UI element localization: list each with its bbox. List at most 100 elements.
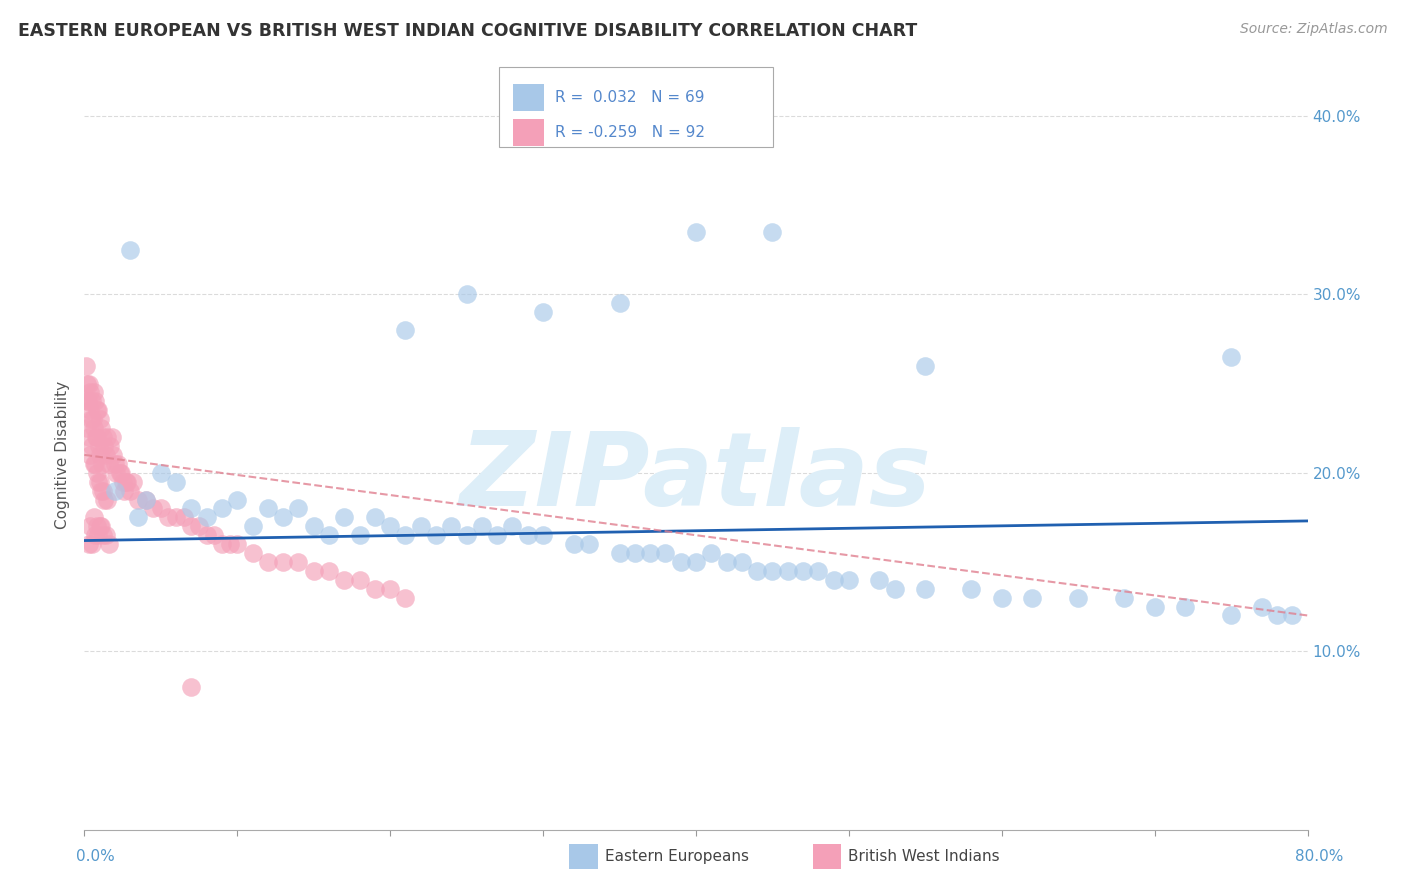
Point bbox=[211, 501, 233, 516]
Point bbox=[142, 501, 165, 516]
Point bbox=[77, 430, 100, 444]
Point bbox=[747, 564, 769, 578]
Point bbox=[84, 394, 107, 409]
Point bbox=[218, 537, 240, 551]
Point bbox=[1021, 591, 1043, 605]
Point bbox=[776, 564, 799, 578]
Point bbox=[135, 492, 157, 507]
Point bbox=[211, 537, 233, 551]
Point bbox=[761, 564, 783, 578]
Point bbox=[83, 385, 105, 400]
Point bbox=[77, 376, 100, 391]
Point bbox=[80, 439, 103, 453]
Point bbox=[624, 546, 647, 560]
Point bbox=[105, 466, 128, 480]
Point bbox=[195, 510, 218, 524]
Point bbox=[165, 475, 187, 489]
Point bbox=[104, 457, 127, 471]
Point bbox=[120, 243, 142, 257]
Point bbox=[165, 510, 187, 524]
Point bbox=[242, 546, 264, 560]
Point bbox=[914, 359, 936, 373]
Text: Eastern Europeans: Eastern Europeans bbox=[605, 849, 748, 863]
Point bbox=[87, 403, 110, 417]
Point bbox=[82, 412, 104, 426]
Point bbox=[761, 225, 783, 239]
Point bbox=[84, 430, 107, 444]
Point bbox=[271, 555, 294, 569]
Text: British West Indians: British West Indians bbox=[848, 849, 1000, 863]
Point bbox=[425, 528, 447, 542]
Point bbox=[77, 394, 100, 409]
Point bbox=[94, 528, 117, 542]
Point bbox=[1265, 608, 1288, 623]
Point bbox=[86, 403, 108, 417]
Point bbox=[173, 510, 195, 524]
Point bbox=[394, 528, 416, 542]
Point bbox=[127, 510, 149, 524]
Point bbox=[654, 546, 676, 560]
Point bbox=[76, 421, 98, 435]
Point bbox=[114, 475, 136, 489]
Point bbox=[440, 519, 463, 533]
Point bbox=[79, 403, 101, 417]
Point bbox=[1220, 350, 1243, 364]
Point bbox=[80, 394, 103, 409]
Point bbox=[531, 305, 554, 319]
Point bbox=[90, 519, 112, 533]
Point bbox=[89, 412, 111, 426]
Point bbox=[90, 421, 112, 435]
Point bbox=[1067, 591, 1090, 605]
Point bbox=[349, 573, 371, 587]
Point bbox=[83, 510, 105, 524]
Point bbox=[792, 564, 814, 578]
Point bbox=[91, 528, 114, 542]
Point bbox=[318, 528, 340, 542]
Point bbox=[394, 323, 416, 337]
Point bbox=[302, 519, 325, 533]
Point bbox=[456, 528, 478, 542]
Point bbox=[731, 555, 754, 569]
Point bbox=[380, 519, 402, 533]
Y-axis label: Cognitive Disability: Cognitive Disability bbox=[55, 381, 70, 529]
Text: Source: ZipAtlas.com: Source: ZipAtlas.com bbox=[1240, 22, 1388, 37]
Point bbox=[380, 582, 402, 596]
Point bbox=[91, 483, 114, 498]
Point bbox=[98, 439, 121, 453]
Point bbox=[226, 537, 249, 551]
Point bbox=[516, 528, 538, 542]
Text: 0.0%: 0.0% bbox=[76, 849, 115, 863]
Point bbox=[86, 430, 108, 444]
Point bbox=[84, 528, 107, 542]
Point bbox=[349, 528, 371, 542]
Point bbox=[76, 394, 98, 409]
Point bbox=[86, 519, 108, 533]
Point bbox=[202, 528, 225, 542]
Point bbox=[90, 483, 112, 498]
Point bbox=[75, 359, 97, 373]
Text: R =  0.032   N = 69: R = 0.032 N = 69 bbox=[555, 90, 704, 105]
Point bbox=[1250, 599, 1272, 614]
Point bbox=[1281, 608, 1303, 623]
Point bbox=[685, 225, 707, 239]
Point bbox=[716, 555, 738, 569]
Point bbox=[456, 287, 478, 301]
Point bbox=[127, 492, 149, 507]
Point bbox=[869, 573, 891, 587]
Point bbox=[77, 537, 100, 551]
Text: EASTERN EUROPEAN VS BRITISH WEST INDIAN COGNITIVE DISABILITY CORRELATION CHART: EASTERN EUROPEAN VS BRITISH WEST INDIAN … bbox=[18, 22, 918, 40]
Point bbox=[991, 591, 1014, 605]
Point bbox=[226, 492, 249, 507]
Point bbox=[83, 421, 105, 435]
Point bbox=[112, 483, 135, 498]
Text: R = -0.259   N = 92: R = -0.259 N = 92 bbox=[555, 125, 706, 140]
Point bbox=[79, 519, 101, 533]
Point bbox=[960, 582, 983, 596]
Point bbox=[1143, 599, 1166, 614]
Point bbox=[83, 457, 105, 471]
Point bbox=[562, 537, 585, 551]
Point bbox=[135, 492, 157, 507]
Point bbox=[91, 457, 114, 471]
Point bbox=[180, 519, 202, 533]
Point bbox=[257, 555, 280, 569]
